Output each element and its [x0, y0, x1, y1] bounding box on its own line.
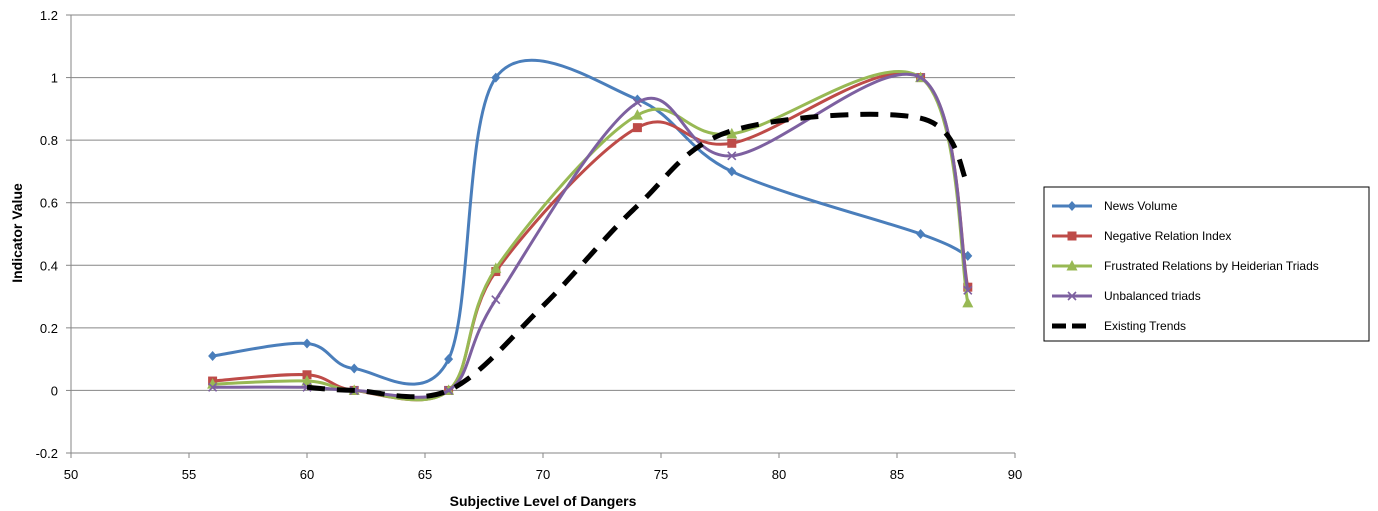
- data-point: [208, 382, 218, 392]
- data-point: [726, 127, 738, 139]
- data-point: [916, 73, 926, 83]
- legend-entry: Negative Relation Index: [1052, 229, 1231, 243]
- y-tick-label: 0: [51, 383, 58, 398]
- series-2: [207, 70, 974, 402]
- legend-label: Unbalanced triads: [1104, 289, 1201, 303]
- y-axis-title: Indicator Value: [9, 183, 25, 283]
- x-tick-label: 65: [418, 467, 432, 482]
- legend-box: [1043, 186, 1370, 342]
- y-tick-label: 0.6: [40, 196, 58, 211]
- data-point: [349, 363, 359, 374]
- data-point: [444, 385, 454, 395]
- x-tick-label: 90: [1008, 467, 1022, 482]
- data-point: [490, 262, 502, 273]
- data-point: [491, 295, 501, 305]
- legend-marker: [1067, 201, 1077, 211]
- legend-label: Existing Trends: [1104, 319, 1186, 333]
- legend-marker: [1067, 231, 1077, 241]
- x-tick-label: 70: [536, 467, 550, 482]
- x-tick-label: 50: [64, 467, 78, 482]
- series-4: [306, 111, 971, 400]
- data-point: [301, 375, 313, 386]
- legend-entry: Existing Trends: [1052, 319, 1186, 333]
- legend-label: Negative Relation Index: [1104, 229, 1231, 243]
- x-tick-label: 55: [182, 467, 196, 482]
- data-point: [727, 138, 737, 148]
- legend-entry: Unbalanced triads: [1052, 289, 1201, 303]
- legend-label: Frustrated Relations by Heiderian Triads: [1104, 259, 1319, 273]
- x-tick-labels: 50 55 60 65 70 75 80 85 90: [64, 467, 1022, 482]
- data-point: [208, 351, 218, 362]
- y-tick-label: -0.2: [36, 446, 58, 461]
- gridlines: [71, 14, 1015, 454]
- x-tick-label: 85: [890, 467, 904, 482]
- x-tick-label: 80: [772, 467, 786, 482]
- series-0: [208, 58, 973, 386]
- data-point: [632, 98, 642, 108]
- legend-marker: [1066, 260, 1078, 271]
- legend-entry: Frustrated Relations by Heiderian Triads: [1052, 259, 1319, 273]
- series-line: [212, 58, 969, 386]
- y-tick-label: 1.2: [40, 8, 58, 23]
- data-point: [727, 166, 737, 177]
- legend-entry: News Volume: [1052, 199, 1178, 213]
- x-tick-label: 60: [300, 467, 314, 482]
- data-point: [631, 109, 643, 120]
- data-point: [963, 285, 973, 295]
- legend: News Volume Negative Relation Index Frustr…: [1043, 186, 1370, 342]
- series-line: [306, 111, 971, 400]
- data-point: [302, 338, 312, 349]
- y-tick-labels: -0.2 0 0.2 0.4 0.6 0.8 1 1.2: [36, 8, 58, 461]
- x-axis-title: Subjective Level of Dangers: [450, 493, 637, 509]
- x-tick-label: 75: [654, 467, 668, 482]
- data-point: [632, 123, 642, 133]
- axes: [66, 14, 1016, 458]
- legend-label: News Volume: [1104, 199, 1178, 213]
- y-tick-label: 0.8: [40, 133, 58, 148]
- legend-marker: [1067, 291, 1077, 301]
- y-tick-label: 1: [51, 71, 58, 86]
- data-point: [916, 229, 926, 239]
- data-point: [491, 72, 501, 83]
- plot-area: [207, 58, 974, 402]
- data-point: [444, 354, 454, 365]
- y-tick-label: 0.2: [40, 321, 58, 336]
- data-point: [962, 296, 974, 308]
- data-point: [727, 151, 737, 161]
- y-tick-label: 0.4: [40, 258, 58, 273]
- data-point: [302, 370, 312, 380]
- series-line: [212, 72, 970, 399]
